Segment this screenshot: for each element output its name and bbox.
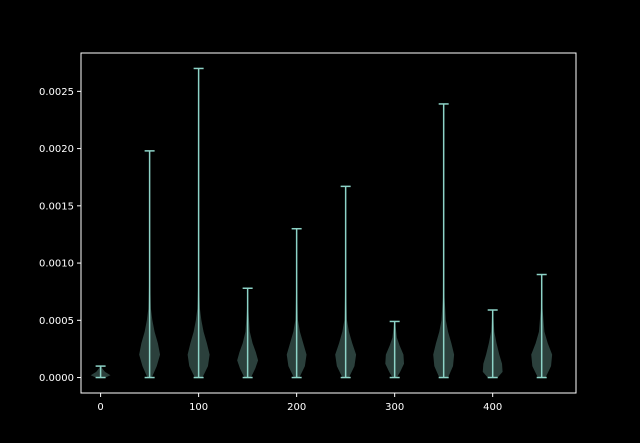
x-tick-label: 0 (97, 402, 103, 413)
plot-area-frame (80, 52, 577, 394)
violin-4 (286, 227, 307, 379)
violin-3 (237, 287, 259, 379)
violin-7 (433, 103, 455, 379)
x-tick-label: 200 (287, 402, 306, 413)
y-tick-label: 0.0010 (39, 259, 74, 270)
y-axis: 0.0000 0.0005 0.0010 0.0015 0.0020 0.0025 (39, 87, 81, 384)
y-tick-label: 0.0005 (39, 316, 74, 327)
x-tick-label: 300 (385, 402, 404, 413)
violin-5 (335, 185, 357, 379)
violin-0 (90, 365, 111, 379)
y-tick-label: 0.0025 (39, 87, 74, 98)
violin-8 (482, 309, 503, 379)
y-tick-label: 0.0000 (39, 373, 74, 384)
violin-2 (187, 67, 210, 379)
x-tick-label: 100 (189, 402, 208, 413)
violin-6 (385, 320, 405, 379)
y-tick-label: 0.0015 (39, 201, 74, 212)
violin-9 (531, 273, 553, 379)
violins-layer (90, 67, 553, 379)
x-axis: 0 100 200 300 400 (97, 393, 502, 413)
y-tick-label: 0.0020 (39, 144, 74, 155)
x-tick-label: 400 (483, 402, 502, 413)
violin-1 (139, 150, 161, 379)
